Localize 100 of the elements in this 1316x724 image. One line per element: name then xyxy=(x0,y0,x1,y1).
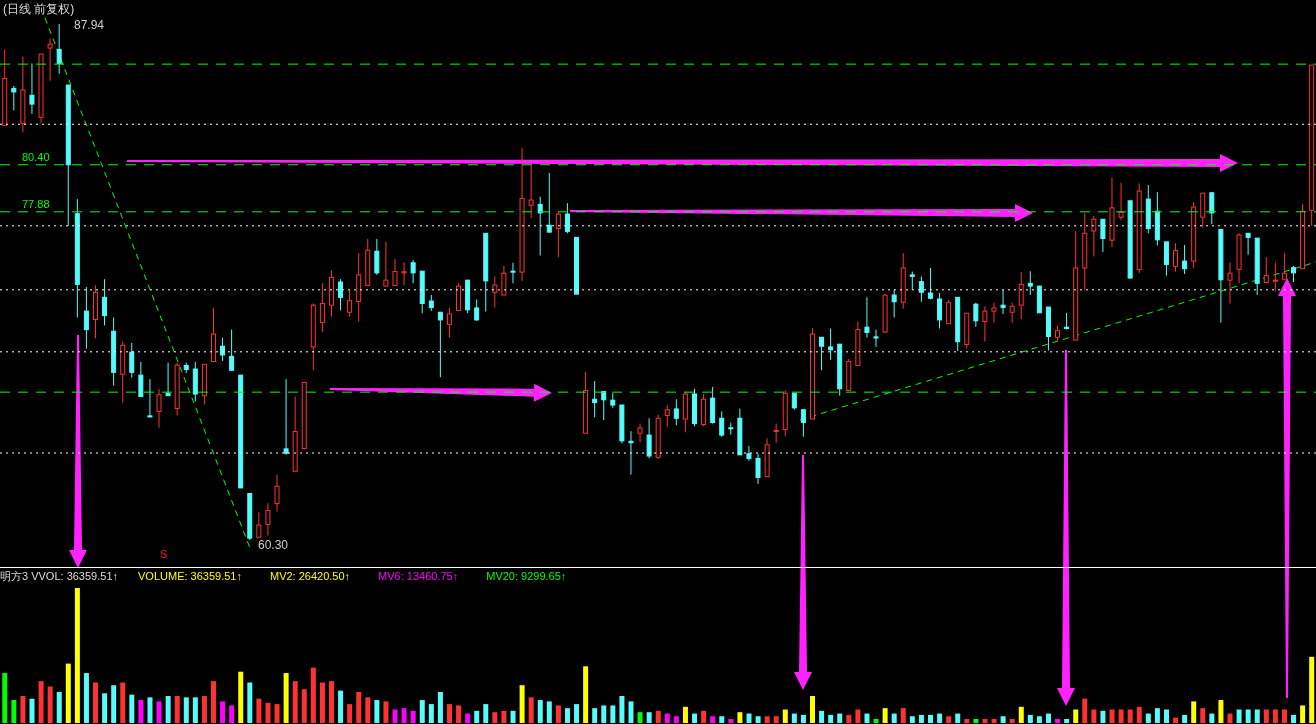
bar xyxy=(782,709,788,723)
bar xyxy=(791,713,797,723)
bar xyxy=(129,694,135,723)
bar xyxy=(156,701,162,723)
bar xyxy=(1000,716,1006,723)
bar xyxy=(764,716,770,723)
bar xyxy=(510,710,516,723)
candlestick xyxy=(392,258,398,286)
candlestick xyxy=(746,445,752,462)
bar xyxy=(1118,709,1124,723)
candlestick xyxy=(646,417,652,459)
bar xyxy=(719,716,725,723)
bar xyxy=(1300,705,1306,723)
bar xyxy=(301,689,307,723)
candlestick xyxy=(410,259,416,284)
candlestick xyxy=(891,289,897,318)
candlestick xyxy=(283,378,289,456)
bar xyxy=(628,701,634,723)
bar xyxy=(283,673,289,723)
candlestick xyxy=(664,404,670,428)
candlestick xyxy=(319,282,325,333)
bar xyxy=(1191,701,1197,723)
bar xyxy=(274,704,280,723)
bar xyxy=(465,713,471,723)
candlestick xyxy=(374,238,380,276)
bar xyxy=(1055,718,1061,723)
bar xyxy=(682,706,688,723)
annotation: 87.94 xyxy=(74,18,105,32)
bar xyxy=(555,705,561,723)
bar xyxy=(918,714,924,723)
candlestick xyxy=(528,163,534,219)
bar xyxy=(11,700,17,723)
bar xyxy=(329,681,334,723)
text: MV2: 26420.50↑ xyxy=(269,570,351,582)
bar xyxy=(1245,709,1251,723)
bar xyxy=(1009,718,1015,723)
bar xyxy=(1291,714,1297,723)
bar xyxy=(1100,710,1106,723)
bar xyxy=(909,716,915,723)
candlestick xyxy=(11,85,17,111)
bar xyxy=(147,697,153,723)
bar xyxy=(419,700,425,723)
bar xyxy=(592,708,598,723)
bar xyxy=(855,709,861,723)
bar xyxy=(120,682,126,723)
bar xyxy=(56,691,62,723)
bar xyxy=(47,686,53,723)
bar xyxy=(247,682,253,723)
bar xyxy=(746,713,752,723)
bar xyxy=(946,716,952,723)
bar xyxy=(1227,713,1233,723)
candlestick xyxy=(1182,244,1188,275)
bar xyxy=(183,697,189,723)
bar xyxy=(973,718,979,723)
bar xyxy=(583,666,589,723)
candlestick xyxy=(828,327,834,361)
bar xyxy=(564,708,570,723)
bar xyxy=(692,713,698,723)
bar xyxy=(1272,709,1278,723)
bar xyxy=(446,704,452,723)
bar xyxy=(546,701,552,723)
candlestick xyxy=(982,305,988,343)
candlestick xyxy=(256,511,262,539)
bar xyxy=(937,713,943,723)
bar xyxy=(211,681,217,723)
candlestick xyxy=(937,292,943,329)
bar xyxy=(755,716,761,723)
candlestick xyxy=(1281,252,1287,280)
candlestick xyxy=(29,62,35,115)
text: MV20: 9299.65↑ xyxy=(486,570,567,582)
bar xyxy=(310,667,316,723)
candlestick xyxy=(1118,182,1124,221)
candlestick xyxy=(474,298,480,322)
bar xyxy=(701,710,707,723)
candlestick xyxy=(156,388,162,429)
bar xyxy=(138,700,144,723)
bar xyxy=(201,696,207,723)
candlestick xyxy=(909,271,915,291)
candlestick xyxy=(773,423,779,444)
text: S xyxy=(160,548,168,560)
candlestick xyxy=(1091,215,1097,257)
bar xyxy=(1173,717,1179,723)
bar xyxy=(83,673,89,723)
bar xyxy=(1200,708,1206,723)
candlestick xyxy=(1227,261,1233,304)
bar xyxy=(637,712,643,723)
bar xyxy=(374,700,380,723)
bar xyxy=(456,705,462,723)
candlestick xyxy=(991,302,997,324)
bar xyxy=(265,702,271,723)
bar xyxy=(1182,714,1188,723)
bar xyxy=(229,705,235,723)
text: MV6: 13460.75↑ xyxy=(378,570,459,582)
bar xyxy=(646,712,652,723)
bar xyxy=(864,713,870,723)
bar xyxy=(537,700,543,723)
bar xyxy=(900,708,906,723)
candlestick xyxy=(501,265,507,296)
bar xyxy=(655,710,661,723)
candlestick xyxy=(1272,262,1278,292)
